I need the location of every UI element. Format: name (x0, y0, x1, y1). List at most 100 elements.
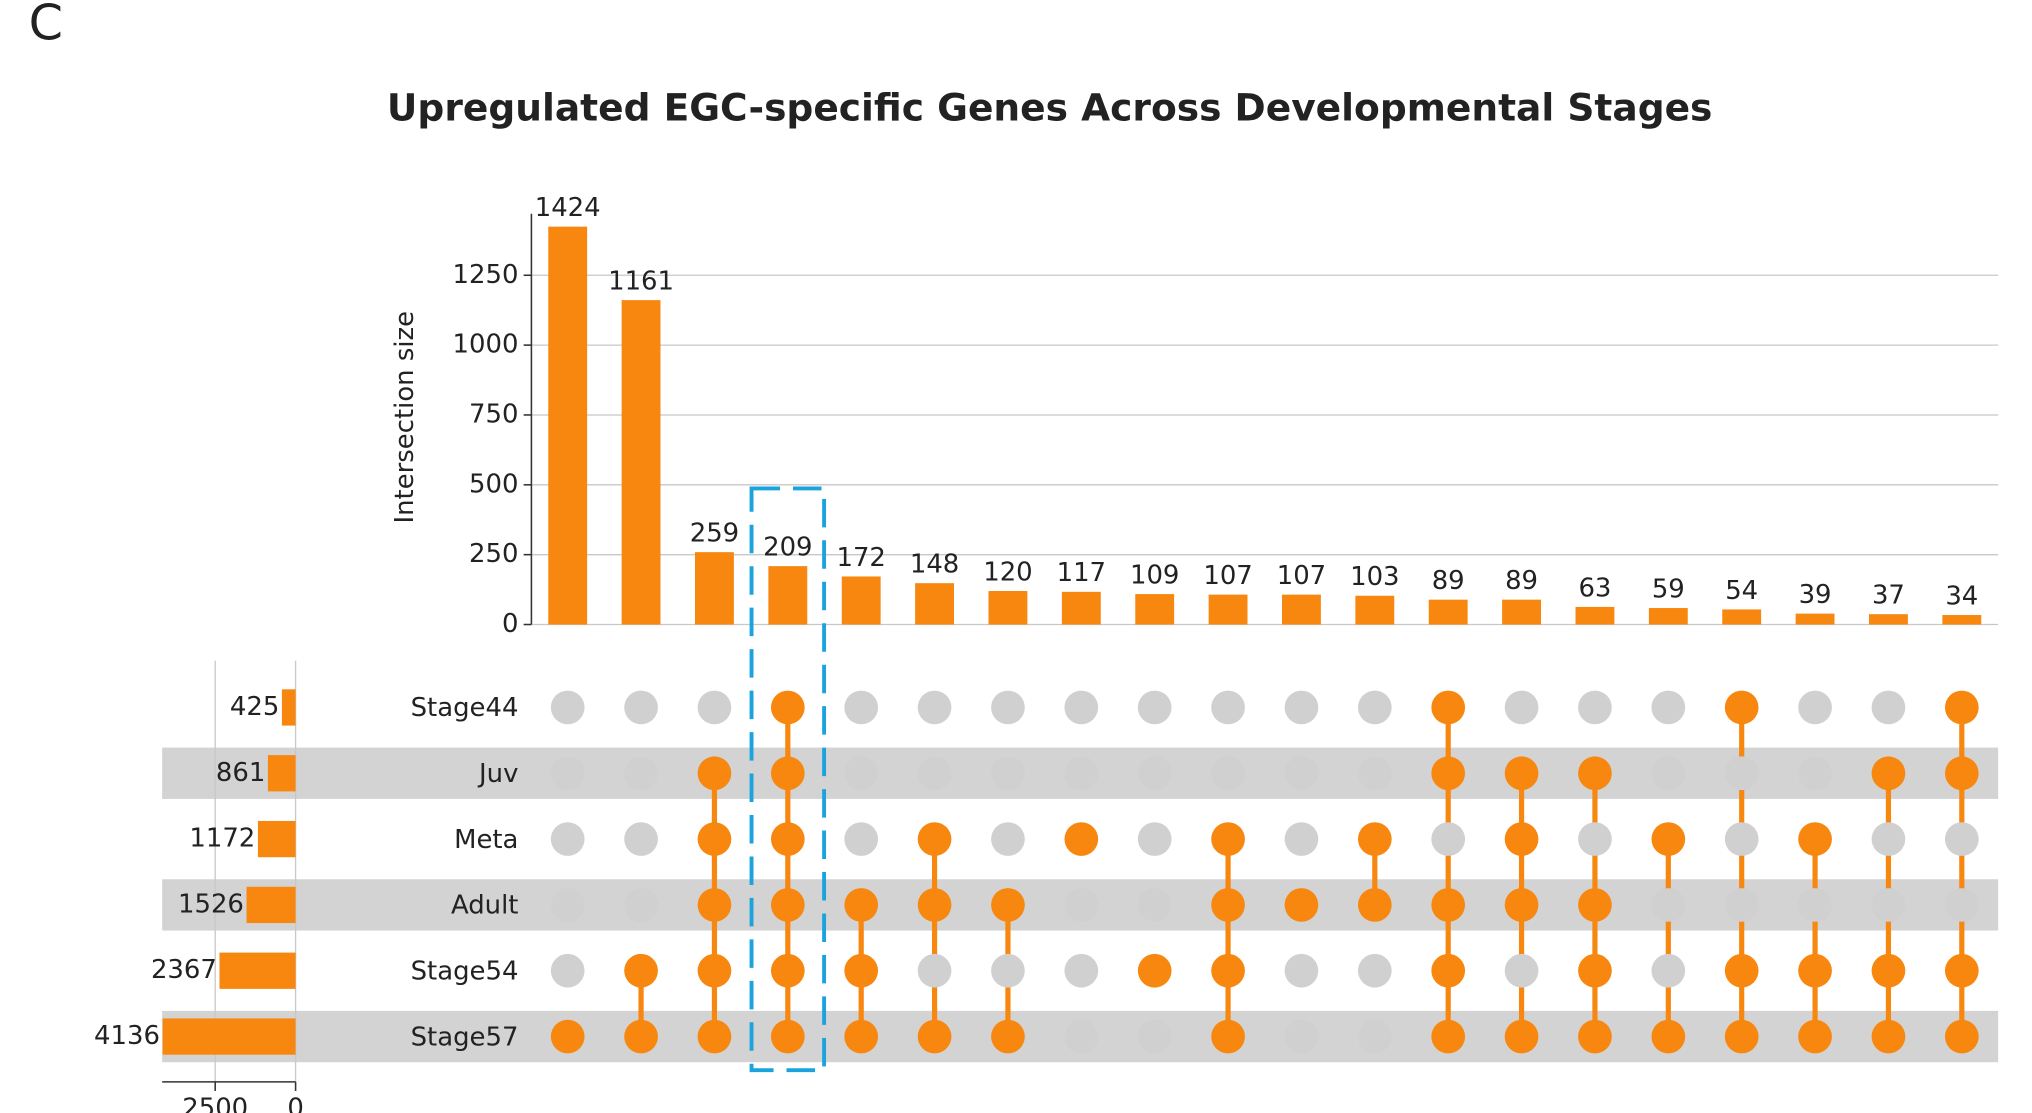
bar (1648, 608, 1688, 625)
active-dot (1724, 1019, 1759, 1054)
inactive-dot (1211, 756, 1245, 791)
active-dot (550, 1019, 585, 1054)
inactive-dot (1651, 756, 1686, 791)
inactive-dot (1578, 822, 1612, 856)
active-dot (1944, 756, 1979, 791)
inactive-dot (1357, 1019, 1392, 1054)
active-dot (1211, 888, 1245, 922)
inactive-dot (1871, 888, 1906, 922)
set-size-bar (162, 1018, 296, 1055)
inactive-dot (1724, 888, 1759, 922)
inactive-dot (991, 690, 1025, 725)
set-size-bar (281, 689, 296, 726)
inactive-dot (1137, 756, 1172, 791)
set-size-bar (219, 952, 296, 989)
bar (915, 583, 955, 625)
inactive-dot (697, 690, 732, 725)
bar (1869, 614, 1908, 625)
active-dot (1724, 690, 1759, 725)
inactive-dot (1651, 888, 1686, 922)
bar (1502, 599, 1542, 625)
active-dot (1798, 953, 1832, 988)
active-dot (1578, 953, 1612, 988)
inactive-dot (991, 756, 1025, 791)
active-dot (624, 953, 658, 988)
inactive-dot (1357, 756, 1392, 791)
inactive-dot (1284, 1019, 1319, 1054)
x-tick-label: 2500 (182, 1094, 248, 1113)
set-size-label: 4136 (94, 1021, 160, 1051)
inactive-dot (1137, 888, 1172, 922)
inactive-dot (624, 822, 658, 856)
active-dot (1504, 756, 1539, 791)
active-dot (844, 1019, 879, 1054)
active-dot (917, 888, 952, 922)
active-dot (697, 756, 732, 791)
active-dot (1137, 953, 1172, 988)
set-size-bar (257, 820, 296, 858)
bar (695, 552, 734, 625)
active-dot (1211, 1019, 1245, 1054)
inactive-dot (550, 756, 585, 791)
inactive-dot (1137, 822, 1172, 856)
active-dot (697, 953, 732, 988)
active-dot (697, 822, 732, 856)
x-tick-label: 0 (287, 1094, 303, 1113)
active-dot (1284, 888, 1319, 922)
inactive-dot (1724, 822, 1759, 856)
bar (1428, 599, 1468, 625)
set-size-label: 861 (216, 758, 265, 788)
highlight-box (749, 486, 827, 1073)
inactive-dot (991, 953, 1025, 988)
inactive-dot (917, 756, 952, 791)
bar-label: 54 (1725, 576, 1758, 606)
bar-label: 89 (1505, 566, 1538, 596)
active-dot (1064, 822, 1099, 856)
bar-label: 1424 (535, 193, 601, 223)
inactive-dot (1871, 822, 1906, 856)
active-dot (1504, 888, 1539, 922)
bar (1575, 606, 1615, 625)
active-dot (1357, 822, 1392, 856)
inactive-dot (550, 690, 585, 725)
inactive-dot (1284, 690, 1319, 725)
set-size-label: 1526 (178, 889, 244, 919)
bar-label: 89 (1432, 566, 1465, 596)
bar-label: 107 (1277, 561, 1326, 591)
set-size-label: 1172 (189, 824, 255, 854)
active-dot (991, 1019, 1025, 1054)
y-tick-label: 500 (469, 469, 518, 499)
active-dot (1504, 1019, 1539, 1054)
bar-label: 37 (1872, 581, 1905, 611)
active-dot (1944, 1019, 1979, 1054)
inactive-dot (1064, 756, 1099, 791)
inactive-dot (917, 953, 952, 988)
inactive-dot (1064, 888, 1099, 922)
bar-label: 103 (1350, 562, 1399, 592)
inactive-dot (1064, 690, 1099, 725)
active-dot (1357, 888, 1392, 922)
inactive-dot (1944, 822, 1979, 856)
bar (988, 590, 1028, 625)
active-dot (1431, 756, 1466, 791)
active-dot (1504, 822, 1539, 856)
bar (1942, 615, 1982, 625)
inactive-dot (1211, 690, 1245, 725)
inactive-dot (1504, 953, 1539, 988)
active-dot (697, 1019, 732, 1054)
set-label: Adult (451, 891, 519, 921)
active-dot (1431, 953, 1466, 988)
active-dot (770, 1019, 805, 1054)
active-dot (697, 888, 732, 922)
active-dot (770, 822, 805, 856)
inactive-dot (1064, 1019, 1099, 1054)
set-size-label: 2367 (151, 955, 217, 985)
bar (548, 226, 588, 625)
inactive-dot (844, 822, 879, 856)
bar (621, 300, 661, 625)
bar-label: 259 (690, 519, 739, 549)
bar-label: 172 (836, 543, 885, 573)
y-axis-label: Intersection size (390, 311, 420, 524)
panel-label: C (29, 0, 63, 51)
active-dot (1871, 953, 1906, 988)
